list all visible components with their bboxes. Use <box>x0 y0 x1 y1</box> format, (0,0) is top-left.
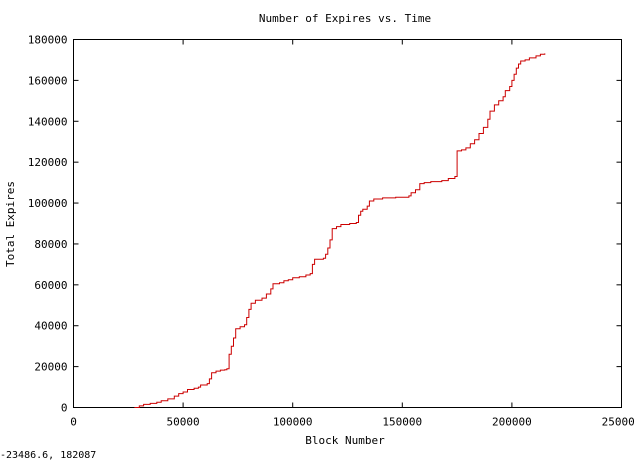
chart-title: Number of Expires vs. Time <box>259 12 431 25</box>
y-tick-label: 0 <box>61 402 68 415</box>
y-tick-label: 40000 <box>34 320 67 333</box>
y-tick-label: 100000 <box>28 197 68 210</box>
x-tick-label: 0 <box>70 416 77 429</box>
y-axis-label: Total Expires <box>4 181 17 267</box>
x-tick-label: 50000 <box>167 416 200 429</box>
y-tick-label: 80000 <box>34 238 67 251</box>
plot-frame <box>73 39 622 408</box>
x-tick-label: 100000 <box>273 416 313 429</box>
y-axis-ticks: 0 20000 40000 60000 80000 100000 120000 140000 1… <box>28 34 622 415</box>
x-axis-label: Block Number <box>305 434 385 447</box>
y-tick-label: 60000 <box>34 279 67 292</box>
x-tick-label: 150000 <box>382 416 422 429</box>
y-tick-label: 180000 <box>28 34 68 47</box>
y-tick-label: 120000 <box>28 156 68 169</box>
y-tick-label: 160000 <box>28 74 68 87</box>
y-tick-label: 140000 <box>28 115 68 128</box>
y-tick-label: 20000 <box>34 361 67 374</box>
x-tick-label: 200000 <box>492 416 532 429</box>
series-line-total-expires <box>134 53 546 408</box>
cursor-coordinate-readout: -23486.6, 182087 <box>0 450 97 461</box>
